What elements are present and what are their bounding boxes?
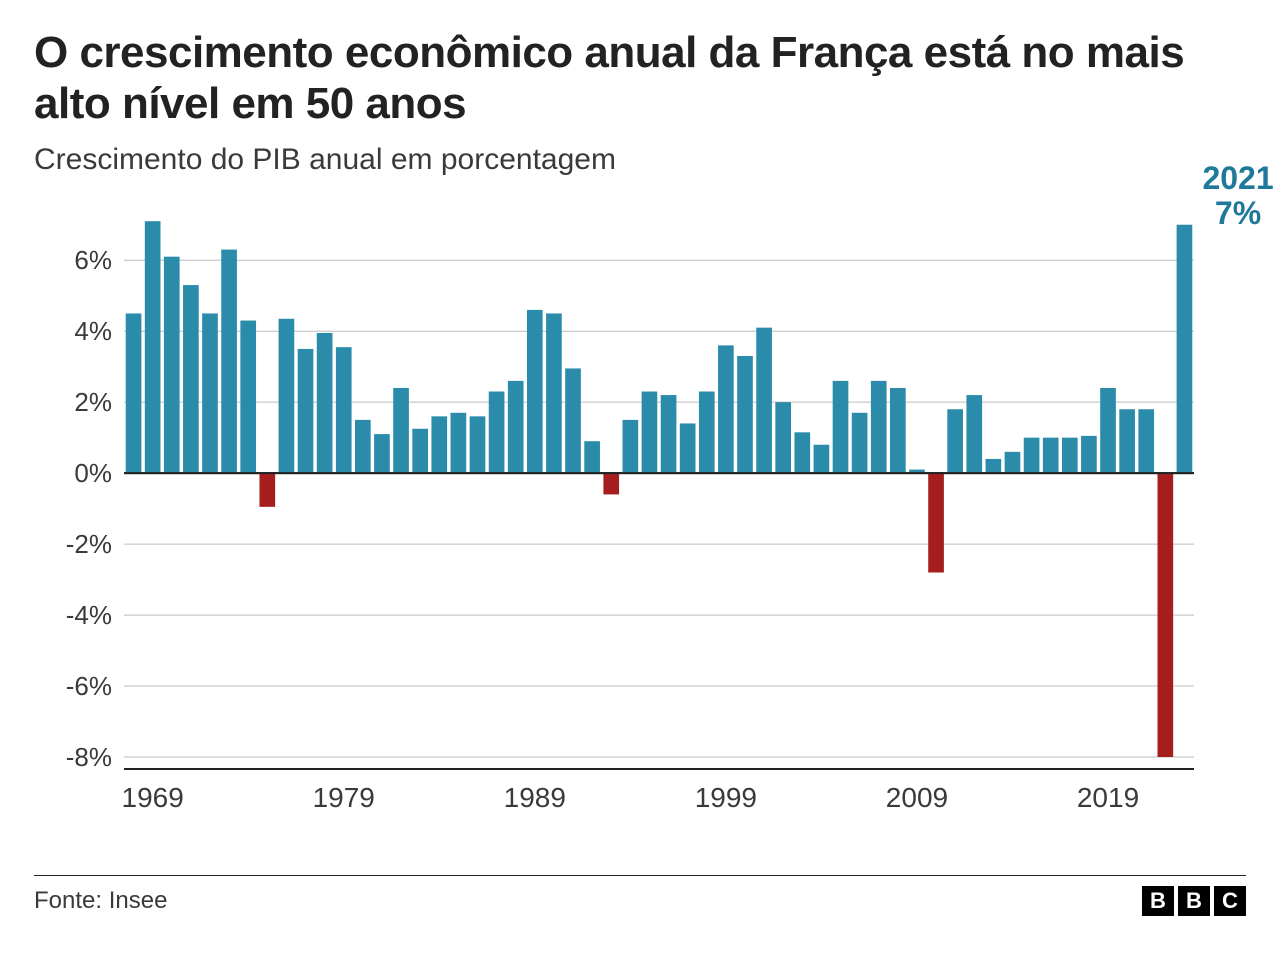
svg-text:1999: 1999 <box>695 782 757 813</box>
svg-text:2009: 2009 <box>886 782 948 813</box>
highlight-annotation: 2021 7% <box>1202 161 1273 231</box>
source-label: Fonte: Insee <box>34 887 167 915</box>
chart-title: O crescimento econômico anual da França … <box>34 28 1246 129</box>
svg-text:-4%: -4% <box>66 600 112 630</box>
chart-subtitle: Crescimento do PIB anual em porcentagem <box>34 143 1246 177</box>
chart-area: -8% -6% -4% -2% 0% 2% 4% 6% 1969 1979 1989 1999 2009… <box>34 187 1246 857</box>
svg-text:-6%: -6% <box>66 671 112 701</box>
bbc-logo-letter: B <box>1178 886 1210 916</box>
svg-text:6%: 6% <box>74 245 112 275</box>
svg-text:4%: 4% <box>74 316 112 346</box>
svg-text:2%: 2% <box>74 387 112 417</box>
chart-container: O crescimento econômico anual da França … <box>0 0 1280 962</box>
bar-chart-svg: -8% -6% -4% -2% 0% 2% 4% 6% 1969 1979 1989 1999 2009… <box>34 187 1234 827</box>
svg-text:1979: 1979 <box>313 782 375 813</box>
svg-text:0%: 0% <box>74 458 112 488</box>
bbc-logo: B B C <box>1142 886 1246 916</box>
chart-footer: Fonte: Insee B B C <box>34 876 1246 916</box>
bbc-logo-letter: C <box>1214 886 1246 916</box>
annotation-year: 2021 <box>1202 161 1273 196</box>
svg-text:1989: 1989 <box>504 782 566 813</box>
svg-text:-8%: -8% <box>66 742 112 772</box>
annotation-value: 7% <box>1202 196 1273 231</box>
bbc-logo-letter: B <box>1142 886 1174 916</box>
svg-text:2019: 2019 <box>1077 782 1139 813</box>
svg-text:-2%: -2% <box>66 529 112 559</box>
svg-text:1969: 1969 <box>122 782 184 813</box>
